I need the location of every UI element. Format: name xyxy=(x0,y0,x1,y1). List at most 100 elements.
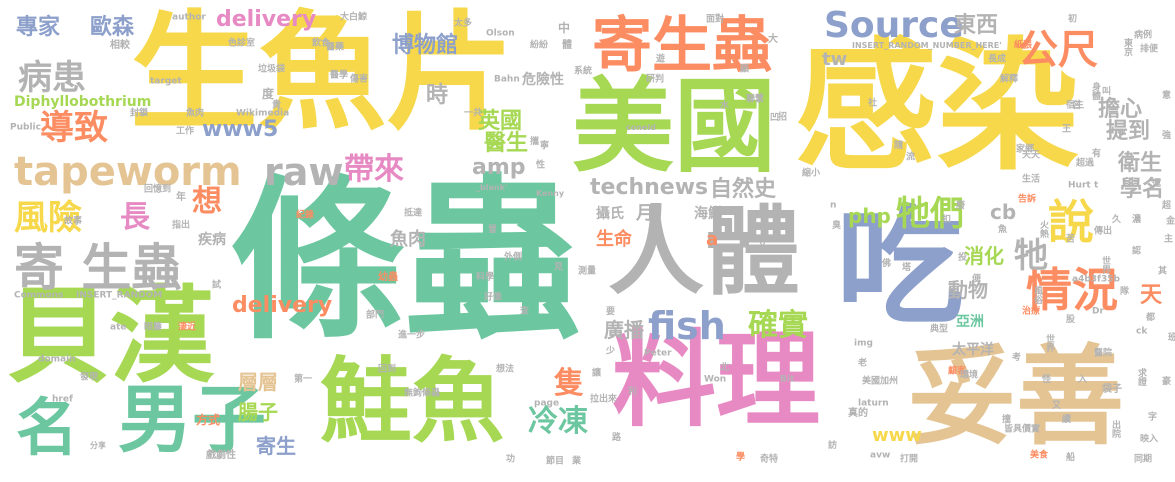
word-chi: 吃 xyxy=(836,193,965,342)
word-jinyibu: 進一步 xyxy=(398,330,426,341)
word-weixianxing: 危險性 xyxy=(522,72,564,88)
word-ge-v: 名 xyxy=(1070,100,1080,109)
word-gaoshu: 告訴 xyxy=(1018,194,1037,205)
word-dianxing: 典型 xyxy=(930,324,949,335)
word-fengsuo-v: 風俗 xyxy=(1032,286,1042,304)
word-www5: www5 xyxy=(202,117,279,142)
word-zhao: 招 xyxy=(778,112,788,123)
word-dafang: 打開 xyxy=(900,454,919,465)
word-qingkuang: 情況 xyxy=(1026,263,1118,317)
word-ru-v: 入 xyxy=(1076,374,1086,383)
word-lu-v: 路 xyxy=(610,432,620,441)
word-cengceng: 層層 xyxy=(238,370,278,394)
word-shiyan: 試 xyxy=(212,280,222,291)
word-huidao: 回到 xyxy=(378,364,397,375)
word-amp: amp xyxy=(472,155,526,180)
word-sheshi: 攝氏 xyxy=(596,206,624,222)
word-jisheng: 寄生 xyxy=(256,434,296,458)
word-dongxi: 東西 xyxy=(954,13,999,38)
word-fengxian: 風險 xyxy=(14,198,82,238)
word-suoyou: 皆具價實 xyxy=(1004,424,1041,435)
word-ming: 名 xyxy=(16,391,79,464)
word-youjie-v: 有 xyxy=(1090,148,1100,157)
word-jie: 節目 xyxy=(546,456,565,467)
word-yisheng: 醫生 xyxy=(484,131,529,156)
word-yanjiu: 研判 xyxy=(646,74,665,85)
word-she: 社 xyxy=(868,98,878,109)
word-guai-v: 怪 xyxy=(1040,374,1050,383)
word-mianban: 醫學 xyxy=(330,70,349,81)
word-n: n xyxy=(830,200,837,211)
word-haixian: 海鮮 xyxy=(694,206,722,222)
word-changtian: 天天 xyxy=(1022,150,1041,161)
word-ousen: 歐森 xyxy=(90,15,135,40)
word-guiyu: 鮭魚 xyxy=(320,348,505,455)
word-fengchuan: 封鎖 xyxy=(130,108,149,119)
word-fangshi: 方式 xyxy=(196,413,221,427)
word-zai: 遊 xyxy=(656,54,666,65)
word-chu: 初 xyxy=(1068,14,1078,25)
word-paizhong: 排便 xyxy=(1140,44,1159,55)
word-blank: _blank' xyxy=(476,183,508,192)
word-gu-v: 股 xyxy=(1064,314,1074,323)
word-tongqi: 同期 xyxy=(1134,454,1153,465)
word-zhencai: 真的 xyxy=(848,408,868,419)
word-nong-v: 濃 xyxy=(1130,214,1140,223)
word-tw: tw xyxy=(822,49,848,70)
word-xing: 性 xyxy=(536,160,546,171)
word-peter: Peter xyxy=(644,348,672,359)
word-chuan: 紀錄 xyxy=(296,210,315,221)
word-wang: 王 xyxy=(1062,124,1072,135)
word-jibing: 疾病 xyxy=(198,232,226,248)
word-fish: fish xyxy=(648,304,726,348)
word-meiguo: 美國 xyxy=(572,68,776,187)
word-zhu: 主 xyxy=(1164,234,1174,245)
word-lingjin: 淒近 xyxy=(178,322,197,333)
word-fo-v: 佛 xyxy=(880,258,890,267)
word-bian: 便 xyxy=(972,274,982,285)
word-you-v: 又 xyxy=(1050,400,1060,409)
word-gong: 功 xyxy=(506,454,516,465)
word-jin: 金 xyxy=(1166,216,1175,227)
word-chou-v: 臭 xyxy=(830,220,840,229)
word-jishengchong-mid: 寄 生蟲 xyxy=(14,239,182,297)
word-dongwu: 動物 xyxy=(948,278,988,302)
word-lili: 故事 xyxy=(64,216,83,227)
word-huanjing: 環境 xyxy=(960,370,979,381)
word-tiaochong: 條蟲 xyxy=(230,160,580,364)
word-target: target xyxy=(150,76,182,87)
word-cha: 查 xyxy=(520,306,530,317)
word-www: www xyxy=(872,425,922,446)
word-xitong: 系統 xyxy=(574,66,593,77)
word-kao-v: 考 xyxy=(1010,352,1020,361)
word-queshi: 確實 xyxy=(748,308,808,343)
word-qi: 其 xyxy=(1158,266,1168,277)
word-shiyou-v: 世界 xyxy=(1044,334,1054,352)
word-shuo: 說 xyxy=(1048,195,1094,249)
word-yurou2: 魚肉 xyxy=(186,108,205,119)
word-fu: 紛紛 xyxy=(530,40,549,51)
word-diyi: 第一 xyxy=(294,374,313,385)
word-ning-v: 寧 xyxy=(538,140,548,149)
word-ta2-v: 塔 xyxy=(900,262,910,271)
word-jiaxiang: 家鄉 xyxy=(1016,144,1035,155)
word-dongjing-v: 東京 xyxy=(1122,38,1132,56)
word-youchong: 幼蟲 xyxy=(378,272,398,283)
word-faxian: 發現 xyxy=(80,372,99,383)
word-tamen: 牠們 xyxy=(896,194,964,234)
word-taipingyang: 太平洋 xyxy=(952,342,994,358)
word-shao: 少 xyxy=(606,346,616,357)
word-chuyuan-v: 出院 xyxy=(1110,420,1120,438)
word-avw: avw xyxy=(870,450,891,461)
word-bingli: 病例 xyxy=(1134,30,1153,41)
word-lian: 聯繫 xyxy=(746,94,765,105)
word-tapeworm: tapeworm xyxy=(14,149,242,195)
word-tou-v: 投 xyxy=(956,252,966,261)
word-danxin: 擔心 xyxy=(1098,97,1143,122)
word-href: href xyxy=(52,394,73,405)
word-yingru: 映入 xyxy=(1140,434,1159,445)
word-yao-v: 要 xyxy=(604,306,614,315)
word-sushu: 宿主 xyxy=(1066,100,1085,111)
word-taiduo: 太多 xyxy=(454,18,473,29)
word-shijie-v: 世界 xyxy=(1100,256,1110,274)
